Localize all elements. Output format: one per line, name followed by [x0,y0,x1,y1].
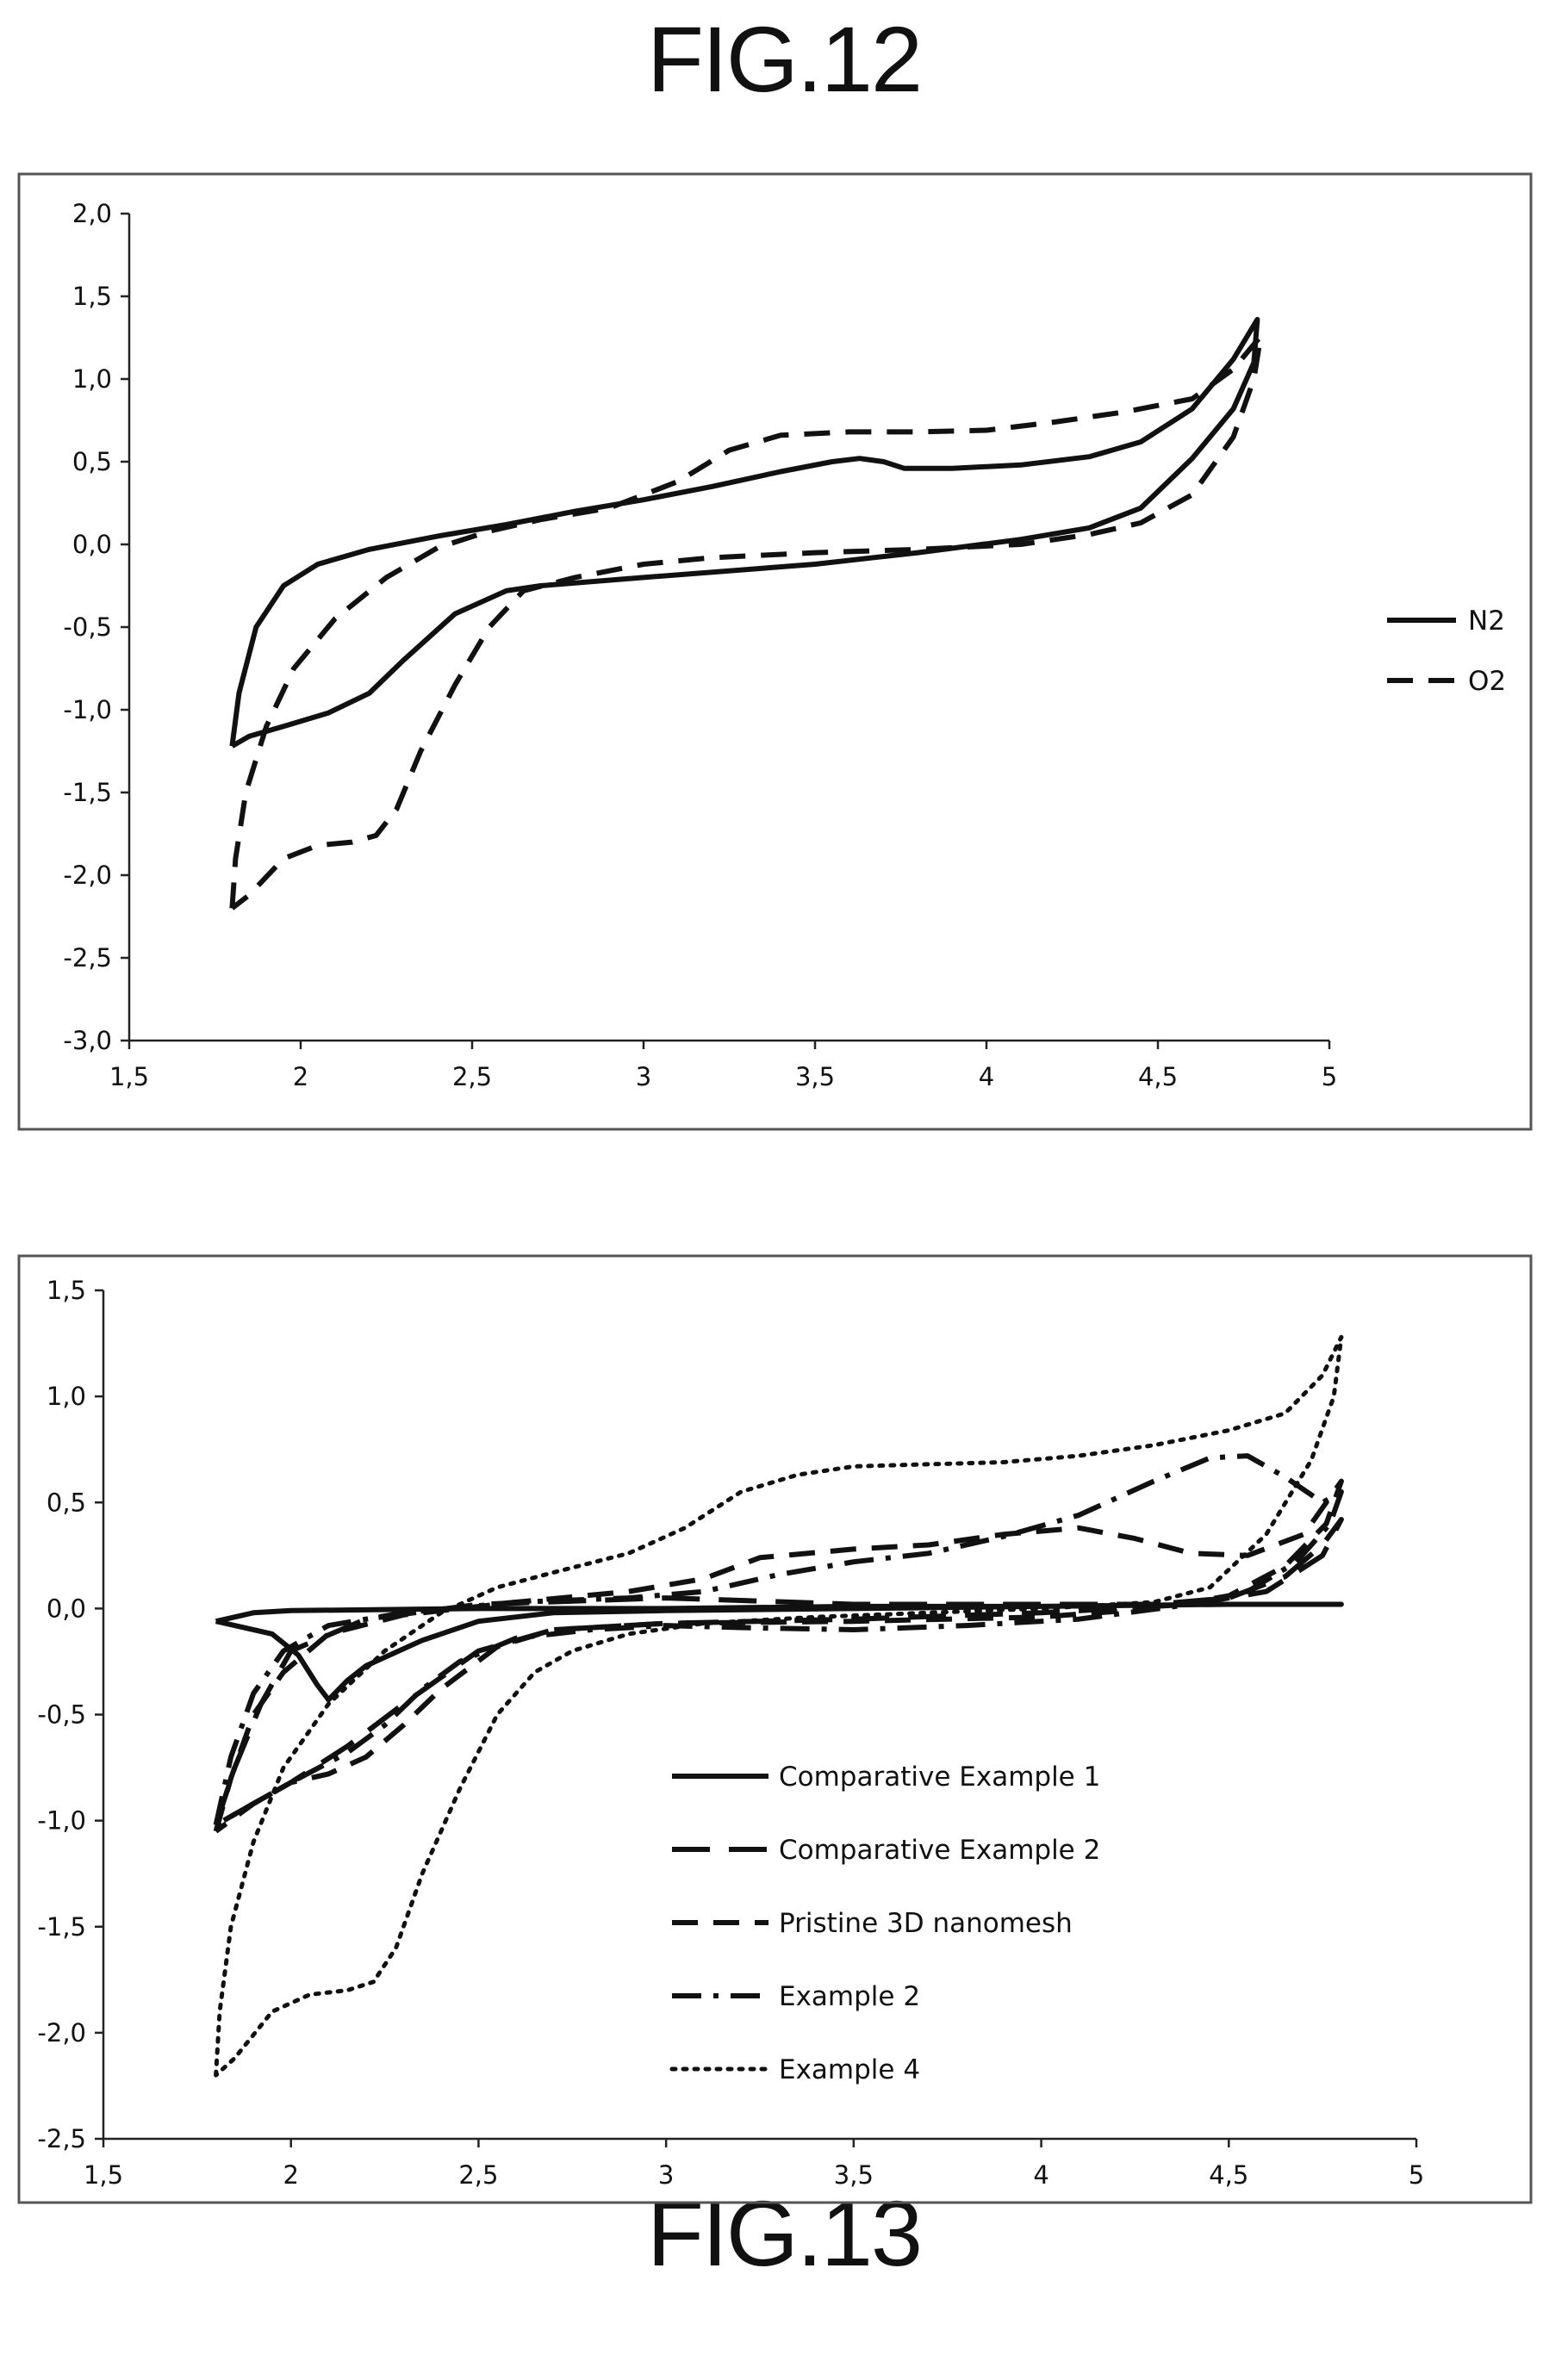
fig13-title: FIG.13 [646,2181,923,2285]
fig13-y-tick-label: -2,0 [37,2018,86,2048]
fig12-chart: 2,0 1,5 1,0 0,5 0,0 -0,5 -1,0 -1,5 -2,0 -2,5 -3,0 1… [17,172,1533,1131]
fig12-y-tick-label: 2,0 [72,199,112,228]
fig13-legend-label-comparative-example-1: Comparative Example 1 [779,1762,1100,1793]
fig12-y-tick-label: 1,5 [72,282,112,311]
fig13-legend-label-comparative-example-2: Comparative Example 2 [779,1835,1100,1866]
fig13-x-tick-label: 3,5 [834,2160,874,2190]
fig12-series-n2 [229,316,1260,749]
fig13-series-comparative-example-1 [215,1601,1344,1703]
fig13-y-tick-label: -1,0 [37,1806,86,1836]
fig12-x-tick-label: 3,5 [795,1062,835,1091]
fig13-y-tick-label: -0,5 [37,1700,86,1730]
fig12-x-tick-label: 1,5 [109,1062,149,1091]
fig12-y-tick-label: -2,0 [63,861,112,890]
fig13-y-tick-label: 0,5 [47,1488,86,1517]
fig13-legend-label-example-2: Example 2 [779,1981,920,2012]
fig13-frame [17,1254,1533,2204]
fig13-x-tick-label: 3 [658,2160,674,2190]
fig12-x-tick-label: 4 [979,1062,994,1091]
fig12-x-tick-label: 2,5 [452,1062,492,1091]
fig12-legend-label-n2: N2 [1468,606,1505,637]
fig12-y-tick-label: -0,5 [63,612,112,642]
fig13-legend-label-pristine-3d-nanomesh: Pristine 3D nanomesh [779,1908,1073,1939]
fig13-chart: 1,5 1,0 0,5 0,0 -0,5 -1,0 -1,5 -2,0 -2,5 1,5 2 2,5 3… [17,1254,1533,2204]
fig12-legend-label-o2: O2 [1468,666,1506,697]
fig12-title: FIG.12 [646,7,923,111]
fig12-x-tick-label: 3 [636,1062,651,1091]
fig13-y-tick-label: 1,5 [47,1276,86,1305]
fig13-series-pristine-3d-nanomesh [213,1478,1344,1834]
fig13-x-tick-label: 2 [283,2160,298,2190]
fig13-x-tick-label: 2,5 [458,2160,498,2190]
fig12-frame [17,172,1533,1131]
fig13-x-tick-label: 5 [1409,2160,1424,2190]
fig12-y-tick-label: 0,5 [72,447,112,476]
fig12-x-tick-label: 5 [1322,1062,1337,1091]
fig12-y-tick-label: 0,0 [72,530,112,559]
fig13-x-tick-label: 4,5 [1209,2160,1248,2190]
fig13-x-tick-label: 4 [1033,2160,1048,2190]
fig12-series-o2 [229,333,1264,910]
fig12-y-tick-label: -1,0 [63,695,112,724]
fig13-y-tick-label: -1,5 [37,1912,86,1942]
fig13-y-tick-label: 0,0 [47,1594,86,1623]
fig13-x-tick-label: 1,5 [84,2160,123,2190]
fig12-y-tick-label: -3,0 [63,1026,112,1055]
fig12-x-tick-label: 2 [293,1062,308,1091]
fig13-series-example-4 [214,1334,1344,2078]
fig12-y-tick-label: -2,5 [63,943,112,973]
fig12-y-tick-label: 1,0 [72,364,112,394]
fig12-y-tick-label: -1,5 [63,778,112,807]
fig13-y-tick-label: 1,0 [47,1382,86,1411]
fig13-y-tick-label: -2,5 [37,2124,86,2153]
fig13-legend-label-example-4: Example 4 [779,2054,920,2085]
fig12-x-tick-label: 4,5 [1138,1062,1178,1091]
